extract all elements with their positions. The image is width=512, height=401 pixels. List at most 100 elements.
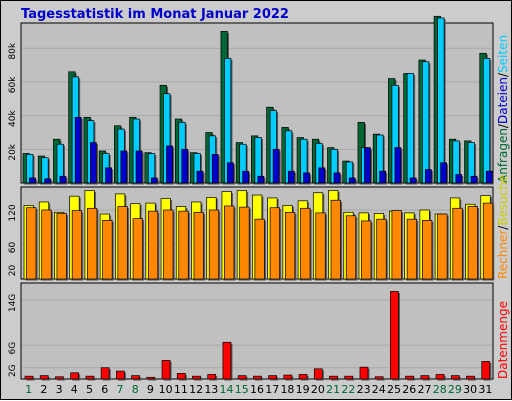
bar-datenmenge <box>283 374 293 380</box>
bar-seiten <box>303 172 310 184</box>
bar-rechner <box>269 207 280 280</box>
x-tick-label-day: 11 <box>174 383 188 396</box>
bar-seiten <box>90 142 97 184</box>
bar-datenmenge <box>405 375 414 380</box>
bar-datenmenge <box>420 375 430 380</box>
x-tick-label-day: 23 <box>357 383 371 396</box>
x-tick-label-day: 22 <box>341 383 355 396</box>
bar-rechner <box>208 209 220 280</box>
bar-rechner <box>376 218 387 280</box>
bar-rechner <box>87 207 98 280</box>
panel-top-tick-label: 20k <box>8 143 18 160</box>
bar-datenmenge <box>222 341 232 380</box>
x-tick-label-day: 9 <box>147 383 154 396</box>
bar-rechner <box>361 220 372 280</box>
bar-datenmenge-shadow <box>376 378 385 381</box>
bar-rechner <box>132 218 143 280</box>
bar-seiten <box>348 177 356 184</box>
bar-rechner <box>391 210 402 280</box>
bar-rechner <box>117 206 128 280</box>
bar-datenmenge <box>24 375 34 380</box>
x-tick-label-day: 28 <box>433 383 447 396</box>
bar-rechner <box>437 213 448 280</box>
x-tick-label-day: 20 <box>311 383 325 396</box>
bar-seiten <box>29 177 36 184</box>
x-tick-label-day: 19 <box>296 383 310 396</box>
right-label-part: / <box>496 72 510 77</box>
bar-rechner <box>56 213 67 280</box>
bar-rechner <box>422 220 433 280</box>
bar-seiten <box>181 148 189 184</box>
bar-seiten <box>211 154 219 184</box>
bar-seiten <box>272 148 280 184</box>
panel-bottom-tick-label: 14G <box>8 294 18 312</box>
bar-seiten <box>59 175 67 184</box>
right-label-part: Besuche <box>496 174 510 226</box>
x-tick-label-day: 8 <box>132 383 139 396</box>
x-tick-label-day: 21 <box>326 383 340 396</box>
bar-seiten <box>120 150 128 184</box>
bar-seiten <box>425 169 432 184</box>
bar-seiten <box>379 170 387 184</box>
bar-datenmenge <box>359 366 369 380</box>
bar-datenmenge <box>298 374 308 380</box>
panel-middle-tick-label: 60 <box>8 242 18 254</box>
bar-seiten <box>257 175 265 184</box>
bar-datenmenge <box>435 374 445 380</box>
bar-rechner <box>163 209 174 280</box>
bar-seiten <box>242 170 250 184</box>
bar-datenmenge-shadow <box>148 378 157 381</box>
bar-rechner <box>284 211 296 280</box>
bar-seiten <box>333 172 341 184</box>
bar-datenmenge <box>146 376 156 380</box>
right-label-rechner-besuche: Rechner/Besuche <box>496 175 510 279</box>
bar-rechner <box>224 205 235 280</box>
right-label-part: Rechner <box>496 229 510 279</box>
bar-seiten <box>44 178 52 184</box>
panel-top-tick-label: 80k <box>8 42 18 59</box>
bar-rechner <box>71 210 83 280</box>
bar-rechner <box>315 212 326 280</box>
panel-top-tick-label: 60k <box>8 76 18 93</box>
panel-bottom-background <box>20 282 494 380</box>
bar-datenmenge <box>192 375 201 380</box>
bar-datenmenge <box>268 375 277 380</box>
bar-rechner <box>330 199 341 280</box>
bar-seiten <box>287 170 295 184</box>
x-tick-label-day: 3 <box>56 383 63 396</box>
right-label-datenmenge: Datenmenge <box>496 301 510 379</box>
x-tick-label-day: 30 <box>463 383 477 396</box>
bar-datenmenge <box>237 375 247 380</box>
x-tick-label-day: 16 <box>250 383 264 396</box>
bar-seiten <box>485 170 493 184</box>
bar-seiten <box>364 147 371 184</box>
bar-datenmenge <box>344 375 354 380</box>
bar-datenmenge <box>450 375 460 380</box>
bar-datenmenge <box>374 376 384 380</box>
x-tick-label-day: 7 <box>116 383 123 396</box>
bar-seiten <box>440 162 447 184</box>
x-tick-label-day: 6 <box>101 383 108 396</box>
bar-datenmenge <box>481 361 491 380</box>
bar-rechner <box>41 209 52 280</box>
bar-datenmenge <box>253 375 262 380</box>
bar-datenmenge <box>313 368 323 380</box>
bar-datenmenge-shadow <box>56 378 65 381</box>
bar-seiten <box>455 174 463 184</box>
bar-seiten <box>196 170 204 184</box>
bar-dateien <box>406 73 414 184</box>
x-tick-label-day: 10 <box>159 383 173 396</box>
x-tick-label-day: 12 <box>189 383 203 396</box>
panel-top-tick-label: 40k <box>8 110 18 127</box>
bar-rechner <box>102 220 113 280</box>
bar-seiten <box>394 147 402 184</box>
x-tick-label-day: 27 <box>417 383 431 396</box>
x-tick-label-day: 14 <box>220 383 234 396</box>
right-label-part: Dateien <box>496 77 510 125</box>
bar-datenmenge <box>39 375 49 380</box>
right-label-part: Seiten <box>496 34 510 73</box>
bar-datenmenge <box>131 375 140 380</box>
bar-rechner <box>406 218 417 280</box>
